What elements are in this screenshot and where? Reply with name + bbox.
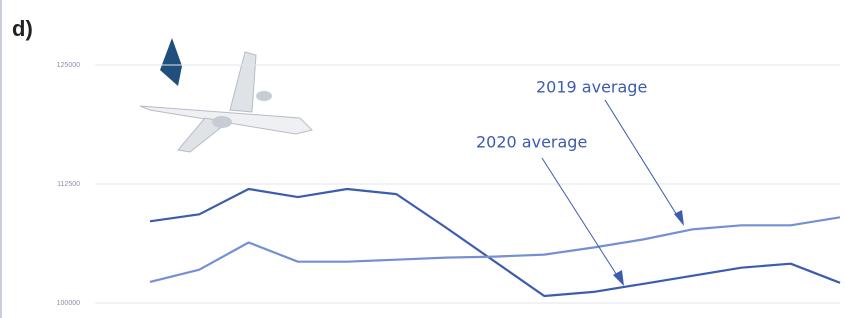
annotation: 2020 average xyxy=(476,133,587,152)
y-tick-label: 100000 xyxy=(57,300,80,307)
y-tick-label: 112500 xyxy=(57,181,80,188)
chart: d) 100000 112500 125000 2019 average 2020 … xyxy=(0,0,845,318)
annotation: 2019 average xyxy=(536,78,647,97)
chart-title: d) xyxy=(12,16,33,41)
background xyxy=(0,0,845,318)
y-tick-label: 125000 xyxy=(57,62,80,69)
